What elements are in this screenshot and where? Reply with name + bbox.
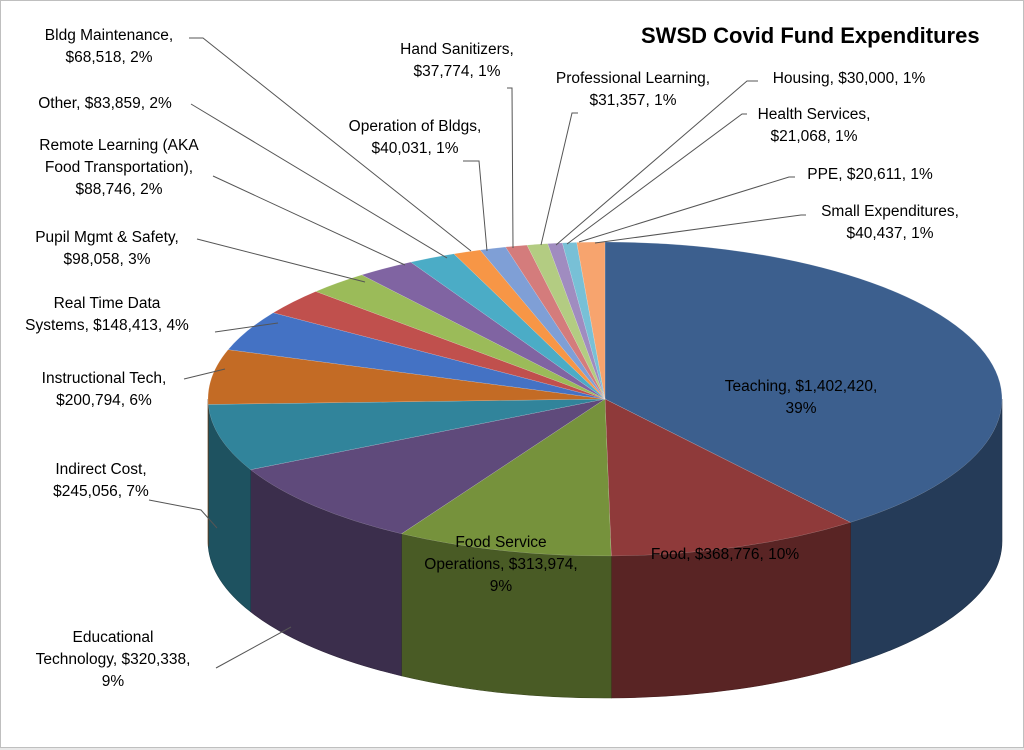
pie-slice-food-service-operations: [400, 398, 612, 557]
pie-slice-teaching: [604, 241, 1003, 523]
data-label-line: Pupil Mgmt & Safety,: [35, 229, 179, 246]
data-label-bldg-maintenance: Bldg Maintenance, $68,518, 2%: [45, 27, 173, 66]
leader-line-bldg-maintenance: [189, 37, 472, 252]
leader-line-hand-sanitizers: [507, 87, 514, 249]
data-label-remote-learning-aka-food-transportation: Remote Learning (AKA Food Transportation)…: [39, 137, 199, 198]
pie-side-layer: [207, 398, 1003, 699]
data-label-line: Other, $83,859, 2%: [38, 95, 172, 112]
leader-line-indirect-cost: [148, 499, 218, 529]
pie-slice-other: [361, 261, 606, 400]
data-label-teaching: Teaching, $1,402,420, 39%: [725, 378, 878, 417]
leader-line-remote-learning-aka-food-transportation: [212, 175, 406, 266]
data-label-line: $40,437, 1%: [846, 225, 933, 242]
leader-line-real-time-data-systems: [214, 322, 279, 333]
pie-slice-health-services: [547, 242, 606, 400]
pie-slice-pupil-mgmt-safety: [272, 291, 606, 400]
data-label-line: Indirect Cost,: [55, 461, 146, 478]
pie-slice-hand-sanitizers: [479, 246, 606, 400]
data-label-line: Food Transportation),: [45, 159, 193, 176]
data-label-line: Systems, $148,413, 4%: [25, 317, 189, 334]
pie-slice-real-time-data-systems: [227, 312, 606, 400]
data-labels: Teaching, $1,402,420, 39% Food, $368,776, …: [25, 27, 959, 690]
data-label-housing: Housing, $30,000, 1%: [773, 70, 926, 87]
leader-line-educational-technology: [215, 626, 292, 669]
pie-slice-operation-of-bldgs: [453, 249, 606, 400]
data-label-line: 9%: [490, 578, 513, 595]
pie-slice-educational-technology: [250, 398, 606, 535]
pie-slice-bldg-maintenance: [410, 253, 606, 400]
data-label-line: $245,056, 7%: [53, 483, 149, 500]
data-label-line: Educational: [72, 629, 153, 646]
data-label-line: Instructional Tech,: [42, 370, 167, 387]
data-label-line: Food Service: [455, 534, 546, 551]
pie-slice-remote-learning-aka-food-transportation: [315, 274, 606, 400]
data-label-indirect-cost: Indirect Cost, $245,056, 7%: [53, 461, 149, 500]
data-label-line: Food, $368,776, 10%: [651, 546, 799, 563]
data-label-line: Professional Learning,: [556, 70, 710, 87]
data-label-line: $200,794, 6%: [56, 392, 152, 409]
data-label-line: $88,746, 2%: [75, 181, 162, 198]
data-label-line: Hand Sanitizers,: [400, 41, 514, 58]
data-label-line: $40,031, 1%: [371, 140, 458, 157]
data-label-hand-sanitizers: Hand Sanitizers, $37,774, 1%: [400, 41, 514, 80]
data-label-operation-of-bldgs: Operation of Bldgs, $40,031, 1%: [349, 118, 482, 157]
data-label-line: Operation of Bldgs,: [349, 118, 482, 135]
data-label-line: Small Expenditures,: [821, 203, 959, 220]
leader-line-small-expenditures: [594, 214, 806, 244]
data-label-pupil-mgmt-safety: Pupil Mgmt & Safety, $98,058, 3%: [35, 229, 179, 268]
data-label-instructional-tech: Instructional Tech, $200,794, 6%: [42, 370, 167, 409]
data-label-line: Bldg Maintenance,: [45, 27, 173, 44]
data-label-food: Food, $368,776, 10%: [651, 546, 799, 563]
data-label-line: $37,774, 1%: [413, 63, 500, 80]
data-label-small-expenditures: Small Expenditures, $40,437, 1%: [821, 203, 959, 242]
data-label-line: PPE, $20,611, 1%: [807, 166, 933, 183]
data-label-educational-technology: Educational Technology, $320,338, 9%: [36, 629, 191, 690]
data-label-line: Real Time Data: [54, 295, 161, 312]
data-label-line: $31,357, 1%: [589, 92, 676, 109]
leader-line-pupil-mgmt-safety: [196, 238, 366, 283]
leader-line-professional-learning: [540, 112, 578, 246]
data-label-health-services: Health Services, $21,068, 1%: [758, 106, 871, 145]
leader-line-instructional-tech: [183, 368, 226, 380]
data-label-line: Housing, $30,000, 1%: [773, 70, 926, 87]
data-label-line: Health Services,: [758, 106, 871, 123]
leader-line-other: [190, 103, 448, 259]
pie-top-layer: [207, 241, 1003, 557]
pie-slice-professional-learning: [505, 244, 606, 400]
data-label-line: Operations, $313,974,: [424, 556, 577, 573]
pie-slice-indirect-cost: [208, 398, 606, 470]
data-label-food-service-operations: Food Service Operations, $313,974, 9%: [424, 534, 577, 595]
leader-line-housing: [555, 80, 758, 246]
data-label-professional-learning: Professional Learning, $31,357, 1%: [556, 70, 710, 109]
chart-title: SWSD Covid Fund Expenditures: [641, 23, 980, 48]
leader-lines: [148, 37, 806, 669]
pie-slice-housing: [526, 243, 606, 400]
pie-slice-instructional-tech: [207, 349, 606, 405]
data-label-other: Other, $83,859, 2%: [38, 95, 172, 112]
data-label-line: $68,518, 2%: [65, 49, 152, 66]
data-label-line: Teaching, $1,402,420,: [725, 378, 878, 395]
data-label-line: Technology, $320,338,: [36, 651, 191, 668]
data-label-line: $98,058, 3%: [63, 251, 150, 268]
data-label-line: 9%: [102, 673, 125, 690]
data-label-line: Remote Learning (AKA: [39, 137, 199, 154]
data-label-ppe: PPE, $20,611, 1%: [807, 166, 933, 183]
leader-line-ppe: [578, 176, 795, 243]
leader-line-operation-of-bldgs: [463, 160, 488, 252]
data-label-line: 39%: [785, 400, 816, 417]
data-label-real-time-data-systems: Real Time Data Systems, $148,413, 4%: [25, 295, 189, 334]
data-label-line: $21,068, 1%: [770, 128, 857, 145]
leader-line-health-services: [566, 113, 747, 245]
